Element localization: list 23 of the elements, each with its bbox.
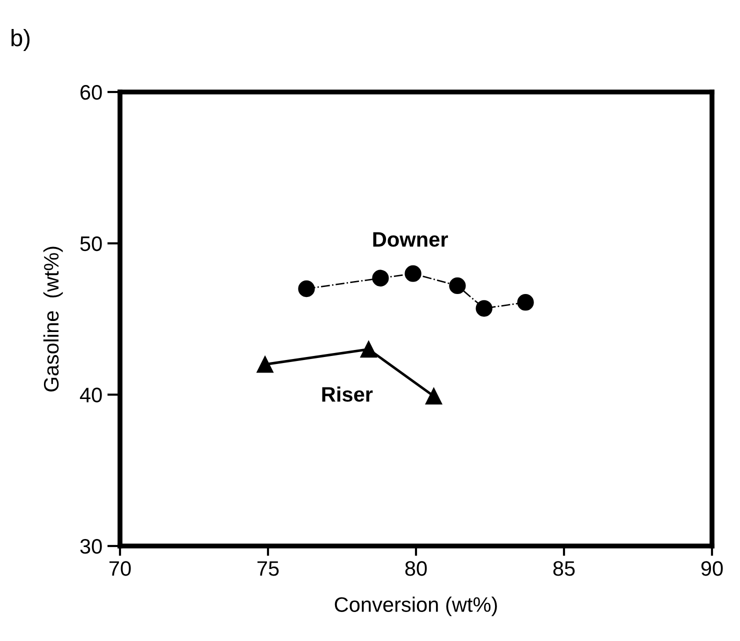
chart-title: b) xyxy=(12,28,30,51)
x-tick-label: 85 xyxy=(553,561,575,576)
y-tick-label: 60 xyxy=(80,85,102,100)
point xyxy=(360,340,377,358)
y-tick-label: 50 xyxy=(80,236,102,252)
point xyxy=(256,356,274,373)
x-tick-label: 90 xyxy=(701,561,723,576)
x-axis-title: Conversion (wt%) xyxy=(334,596,497,616)
x-tick-label: 80 xyxy=(405,561,427,576)
series-label: Riser xyxy=(322,386,373,402)
point xyxy=(372,270,389,286)
x-tick-label: 70 xyxy=(109,561,131,576)
point xyxy=(449,277,466,294)
point xyxy=(425,388,442,405)
x-tick-label: 75 xyxy=(257,561,279,576)
point xyxy=(404,265,422,282)
y-axis-title: Gasoline (wt%) xyxy=(43,246,63,392)
y-tick-label: 30 xyxy=(80,539,102,554)
y-tick-label: 40 xyxy=(80,388,102,402)
point xyxy=(298,280,315,298)
point xyxy=(517,294,534,311)
series-label: Downer xyxy=(373,232,448,247)
point xyxy=(476,300,492,317)
